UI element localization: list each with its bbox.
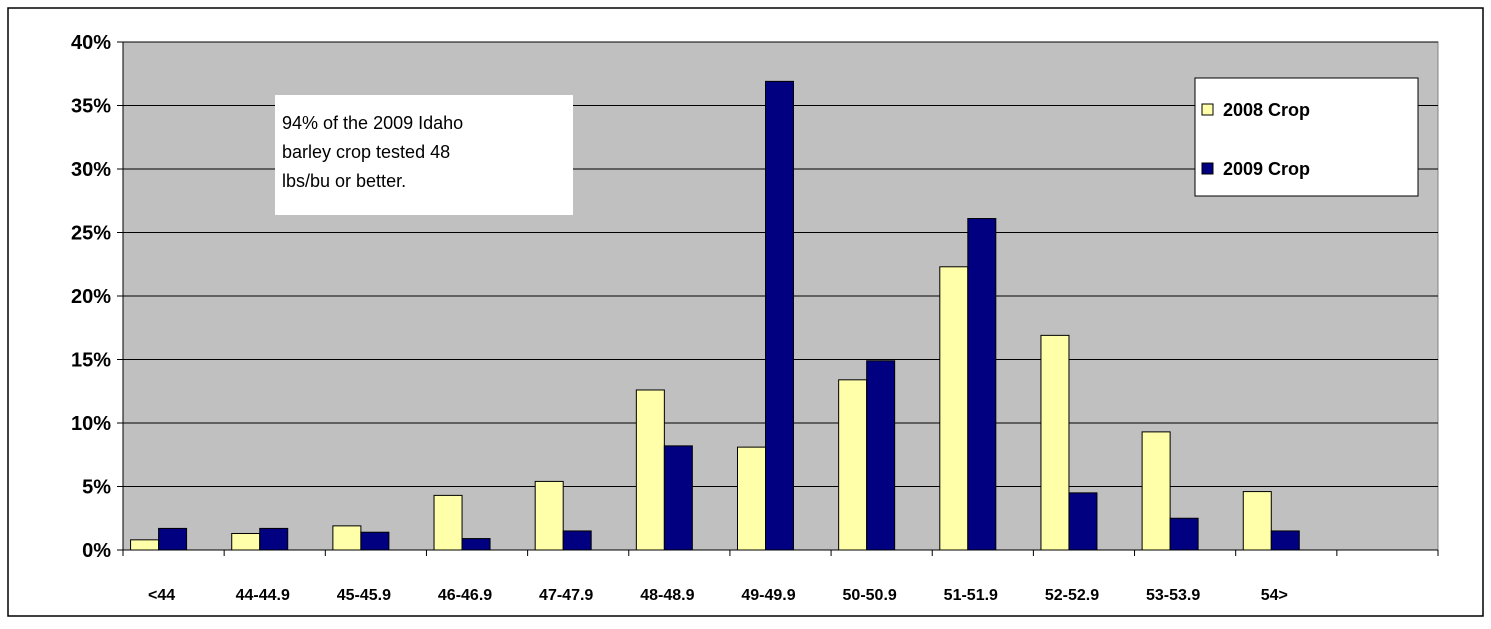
legend-label-2008: 2008 Crop — [1223, 100, 1310, 120]
x-tick-label: 46-46.9 — [438, 587, 492, 604]
annotation-line-2: barley crop tested 48 — [282, 142, 450, 162]
legend-swatch-2008 — [1201, 103, 1214, 116]
x-tick-label: 49-49.9 — [741, 587, 795, 604]
y-tick-label: 20% — [71, 286, 111, 308]
y-tick-label: 40% — [71, 32, 111, 54]
bar-2009 — [967, 218, 997, 551]
annotation-line-1: 94% of the 2009 Idaho — [282, 113, 463, 133]
x-tick-label: 48-48.9 — [640, 587, 694, 604]
x-tick-label: 47-47.9 — [539, 587, 593, 604]
x-tick-label: 53-53.9 — [1146, 587, 1200, 604]
bar-2009 — [1270, 530, 1300, 551]
bar-2009 — [158, 527, 188, 551]
legend-box — [1194, 77, 1419, 197]
bar-2008 — [1242, 491, 1272, 551]
x-tick-label: 45-45.9 — [337, 587, 391, 604]
y-axis: 0% 5% 10% 15% 20% 25% 30% 35% 40% — [71, 32, 124, 562]
x-tick-label: 50-50.9 — [843, 587, 897, 604]
x-tick-label: 54> — [1261, 587, 1288, 604]
x-axis: <44 44-44.9 45-45.9 46-46.9 47-47.9 48-48.9 49… — [122, 549, 1439, 604]
y-tick-label: 5% — [82, 477, 111, 499]
x-tick-label: 51-51.9 — [944, 587, 998, 604]
y-tick-label: 35% — [71, 96, 111, 118]
y-tick-label: 0% — [82, 540, 111, 562]
annotation-line-3: lbs/bu or better. — [282, 171, 406, 191]
bar-2009 — [663, 445, 693, 551]
legend-label-2009: 2009 Crop — [1223, 159, 1310, 179]
annotation: 94% of the 2009 Idaho barley crop tested… — [275, 95, 573, 215]
bar-2008 — [1040, 334, 1070, 551]
bar-2008 — [635, 389, 665, 551]
legend: 2008 Crop 2009 Crop — [1194, 77, 1419, 197]
y-tick-label: 15% — [71, 350, 111, 372]
x-tick-label: <44 — [148, 587, 175, 604]
annotation-box — [275, 95, 573, 215]
bar-2008 — [130, 539, 160, 551]
bar-2009 — [1169, 517, 1199, 551]
y-tick-label: 25% — [71, 223, 111, 245]
bar-2008 — [939, 266, 969, 551]
legend-swatch-2009 — [1201, 162, 1214, 175]
bar-2008 — [1141, 431, 1171, 551]
bar-2009 — [360, 531, 390, 551]
x-tick-label: 52-52.9 — [1045, 587, 1099, 604]
bar-2009 — [259, 527, 289, 551]
bar-2009 — [1068, 492, 1098, 551]
y-tick-label: 30% — [71, 159, 111, 181]
bar-2009 — [866, 360, 896, 551]
bar-2008 — [433, 494, 463, 551]
bar-2008 — [534, 480, 564, 551]
bar-2008 — [332, 525, 362, 551]
bar-2008 — [737, 446, 766, 551]
x-tick-label: 44-44.9 — [236, 587, 290, 604]
bar-2009 — [562, 530, 592, 551]
bar-2008 — [231, 532, 261, 551]
bar-2009 — [765, 80, 794, 551]
bars — [130, 80, 1300, 551]
bar-2009 — [461, 538, 491, 551]
bar-2008 — [838, 379, 868, 551]
y-tick-label: 10% — [71, 413, 111, 435]
